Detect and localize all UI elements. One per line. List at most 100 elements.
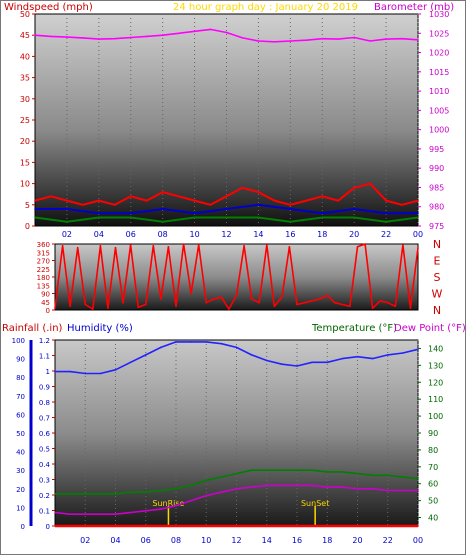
temp-y-tick-label: 80 bbox=[428, 446, 438, 455]
rain-y-tick-label: 0 bbox=[46, 523, 50, 531]
direction-y-tick-label: 225 bbox=[37, 266, 50, 274]
barometer-y-tick-label: 985 bbox=[429, 183, 444, 192]
temp-x-tick-label: 18 bbox=[322, 536, 332, 545]
temp-y-tick-label: 140 bbox=[428, 344, 443, 353]
compass-letter: W bbox=[432, 288, 443, 301]
wind-direction-line-point bbox=[205, 301, 208, 304]
wind-series-wind-average-point bbox=[353, 216, 356, 219]
wind-y-tick-label: 40 bbox=[20, 52, 30, 61]
barometer-y-tick-label: 990 bbox=[429, 164, 444, 173]
direction-y-tick-label: 45 bbox=[41, 299, 50, 307]
wind-series-wind-average-point bbox=[321, 216, 324, 219]
direction-y-tick-label: 180 bbox=[37, 274, 50, 282]
series-dew-point-f--point bbox=[69, 513, 71, 515]
wind-series-barometer-mb--point bbox=[417, 39, 419, 41]
wind-direction-line-point bbox=[387, 301, 389, 304]
barometer-y-tick-label: 1010 bbox=[429, 87, 449, 96]
rain-y-tick-label: 0.5 bbox=[39, 446, 50, 454]
wind-series-windspeed-mph--point bbox=[321, 195, 324, 198]
wind-direction-line-point bbox=[99, 245, 102, 247]
wind-x-tick-label: 08 bbox=[158, 230, 168, 239]
series-temperature-f--point bbox=[326, 471, 329, 473]
rain-y-tick-label: 1.1 bbox=[39, 353, 50, 361]
series-humidity--point bbox=[220, 342, 223, 345]
wind-series-windspeed-mph--point bbox=[177, 195, 180, 198]
direction-y-tick-label: 315 bbox=[37, 249, 50, 257]
wind-series-wind-average-point bbox=[257, 216, 260, 219]
series-dew-point-f--point bbox=[99, 513, 102, 515]
series-dew-point-f--point bbox=[402, 489, 404, 492]
wind-y-tick-label: 45 bbox=[20, 31, 30, 40]
wind-series-windspeed-mph--point bbox=[369, 182, 371, 185]
temp-x-tick-label: 02 bbox=[80, 536, 90, 545]
wind-x-tick-label: 02 bbox=[62, 230, 72, 239]
wind-x-tick-label: 04 bbox=[94, 230, 104, 239]
wind-series-wind-gust-point bbox=[385, 212, 387, 215]
wind-series-barometer-mb--point bbox=[161, 34, 164, 36]
series-humidity--point bbox=[296, 365, 298, 367]
barometer-y-tick-label: 1000 bbox=[429, 126, 449, 135]
barometer-y-tick-label: 1005 bbox=[429, 106, 449, 115]
humidity-y-tick-label: 40 bbox=[16, 449, 25, 457]
wind-series-barometer-mb--point bbox=[130, 36, 132, 39]
series-humidity--point bbox=[311, 361, 313, 364]
wind-y-tick-label: 15 bbox=[20, 158, 30, 167]
direction-y-tick-label: 90 bbox=[41, 291, 50, 299]
series-dew-point-f--point bbox=[160, 508, 162, 510]
temp-x-tick-label: 14 bbox=[262, 536, 272, 545]
wind-direction-line-point bbox=[76, 246, 79, 249]
wind-series-wind-gust-point bbox=[257, 204, 260, 206]
series-humidity--point bbox=[69, 370, 71, 373]
wind-direction-line-point bbox=[182, 243, 185, 245]
temp-y-tick-label: 70 bbox=[428, 463, 438, 472]
wind-series-barometer-mb--point bbox=[225, 31, 228, 34]
wind-series-barometer-mb--point bbox=[66, 36, 68, 38]
temp-x-tick-label: 22 bbox=[383, 536, 393, 545]
wind-direction-line-point bbox=[288, 246, 291, 248]
wind-direction-line-point bbox=[243, 245, 245, 247]
wind-series-barometer-mb--point bbox=[353, 36, 356, 39]
series-dew-point-f--point bbox=[266, 484, 268, 487]
wind-series-wind-average-point bbox=[130, 216, 132, 219]
series-humidity--point bbox=[54, 370, 56, 373]
wind-x-tick-label: 00 bbox=[413, 230, 423, 239]
wind-direction-line-point bbox=[250, 298, 253, 300]
series-temperature-f--point bbox=[190, 484, 192, 487]
wind-y-tick-label: 35 bbox=[20, 74, 30, 83]
wind-direction-line-point bbox=[326, 294, 329, 297]
wind-direction-line-point bbox=[235, 294, 238, 297]
series-rainfall-in--point bbox=[417, 525, 419, 527]
series-dew-point-f--point bbox=[326, 486, 329, 488]
temp-x-tick-label: 16 bbox=[292, 536, 302, 545]
humidity-y-tick-label: 50 bbox=[16, 430, 25, 438]
wind-series-wind-average-point bbox=[161, 221, 164, 223]
rainfall-axis-label: Rainfall (.in) bbox=[2, 323, 63, 334]
series-humidity--point bbox=[326, 361, 329, 364]
humidity-y-tick-label: 70 bbox=[16, 393, 25, 401]
wind-series-barometer-mb--point bbox=[34, 34, 36, 36]
series-temperature-f--point bbox=[54, 493, 56, 495]
humidity-temperature-panel: 02 04 06 08 10 12 14 16 18 20 22 000102030405060708… bbox=[12, 337, 444, 545]
series-humidity--point bbox=[356, 355, 359, 358]
wind-direction-line-point bbox=[371, 307, 374, 310]
wind-series-windspeed-mph--point bbox=[273, 199, 276, 202]
direction-y-tick-label: 270 bbox=[37, 258, 50, 266]
series-temperature-f--point bbox=[341, 471, 344, 473]
temperature-axis-label: Temperature (°F) bbox=[311, 323, 397, 334]
humidity-y-tick-label: 0 bbox=[21, 523, 25, 531]
series-humidity--point bbox=[129, 361, 132, 364]
series-temperature-f--point bbox=[220, 476, 223, 478]
wind-series-windspeed-mph--point bbox=[289, 204, 292, 206]
barometer-y-tick-label: 980 bbox=[429, 203, 444, 212]
series-temperature-f--point bbox=[296, 469, 298, 472]
wind-series-windspeed-mph--point bbox=[225, 195, 228, 198]
wind-y-tick-label: 30 bbox=[20, 95, 30, 104]
series-temperature-f--point bbox=[175, 488, 177, 490]
series-temperature-f--point bbox=[160, 489, 162, 492]
wind-direction-line-point bbox=[84, 303, 87, 306]
wind-direction-line-point bbox=[167, 246, 170, 248]
wind-series-wind-gust-point bbox=[161, 208, 164, 210]
barometer-y-tick-label: 1030 bbox=[429, 10, 449, 19]
wind-direction-line-point bbox=[334, 301, 336, 304]
